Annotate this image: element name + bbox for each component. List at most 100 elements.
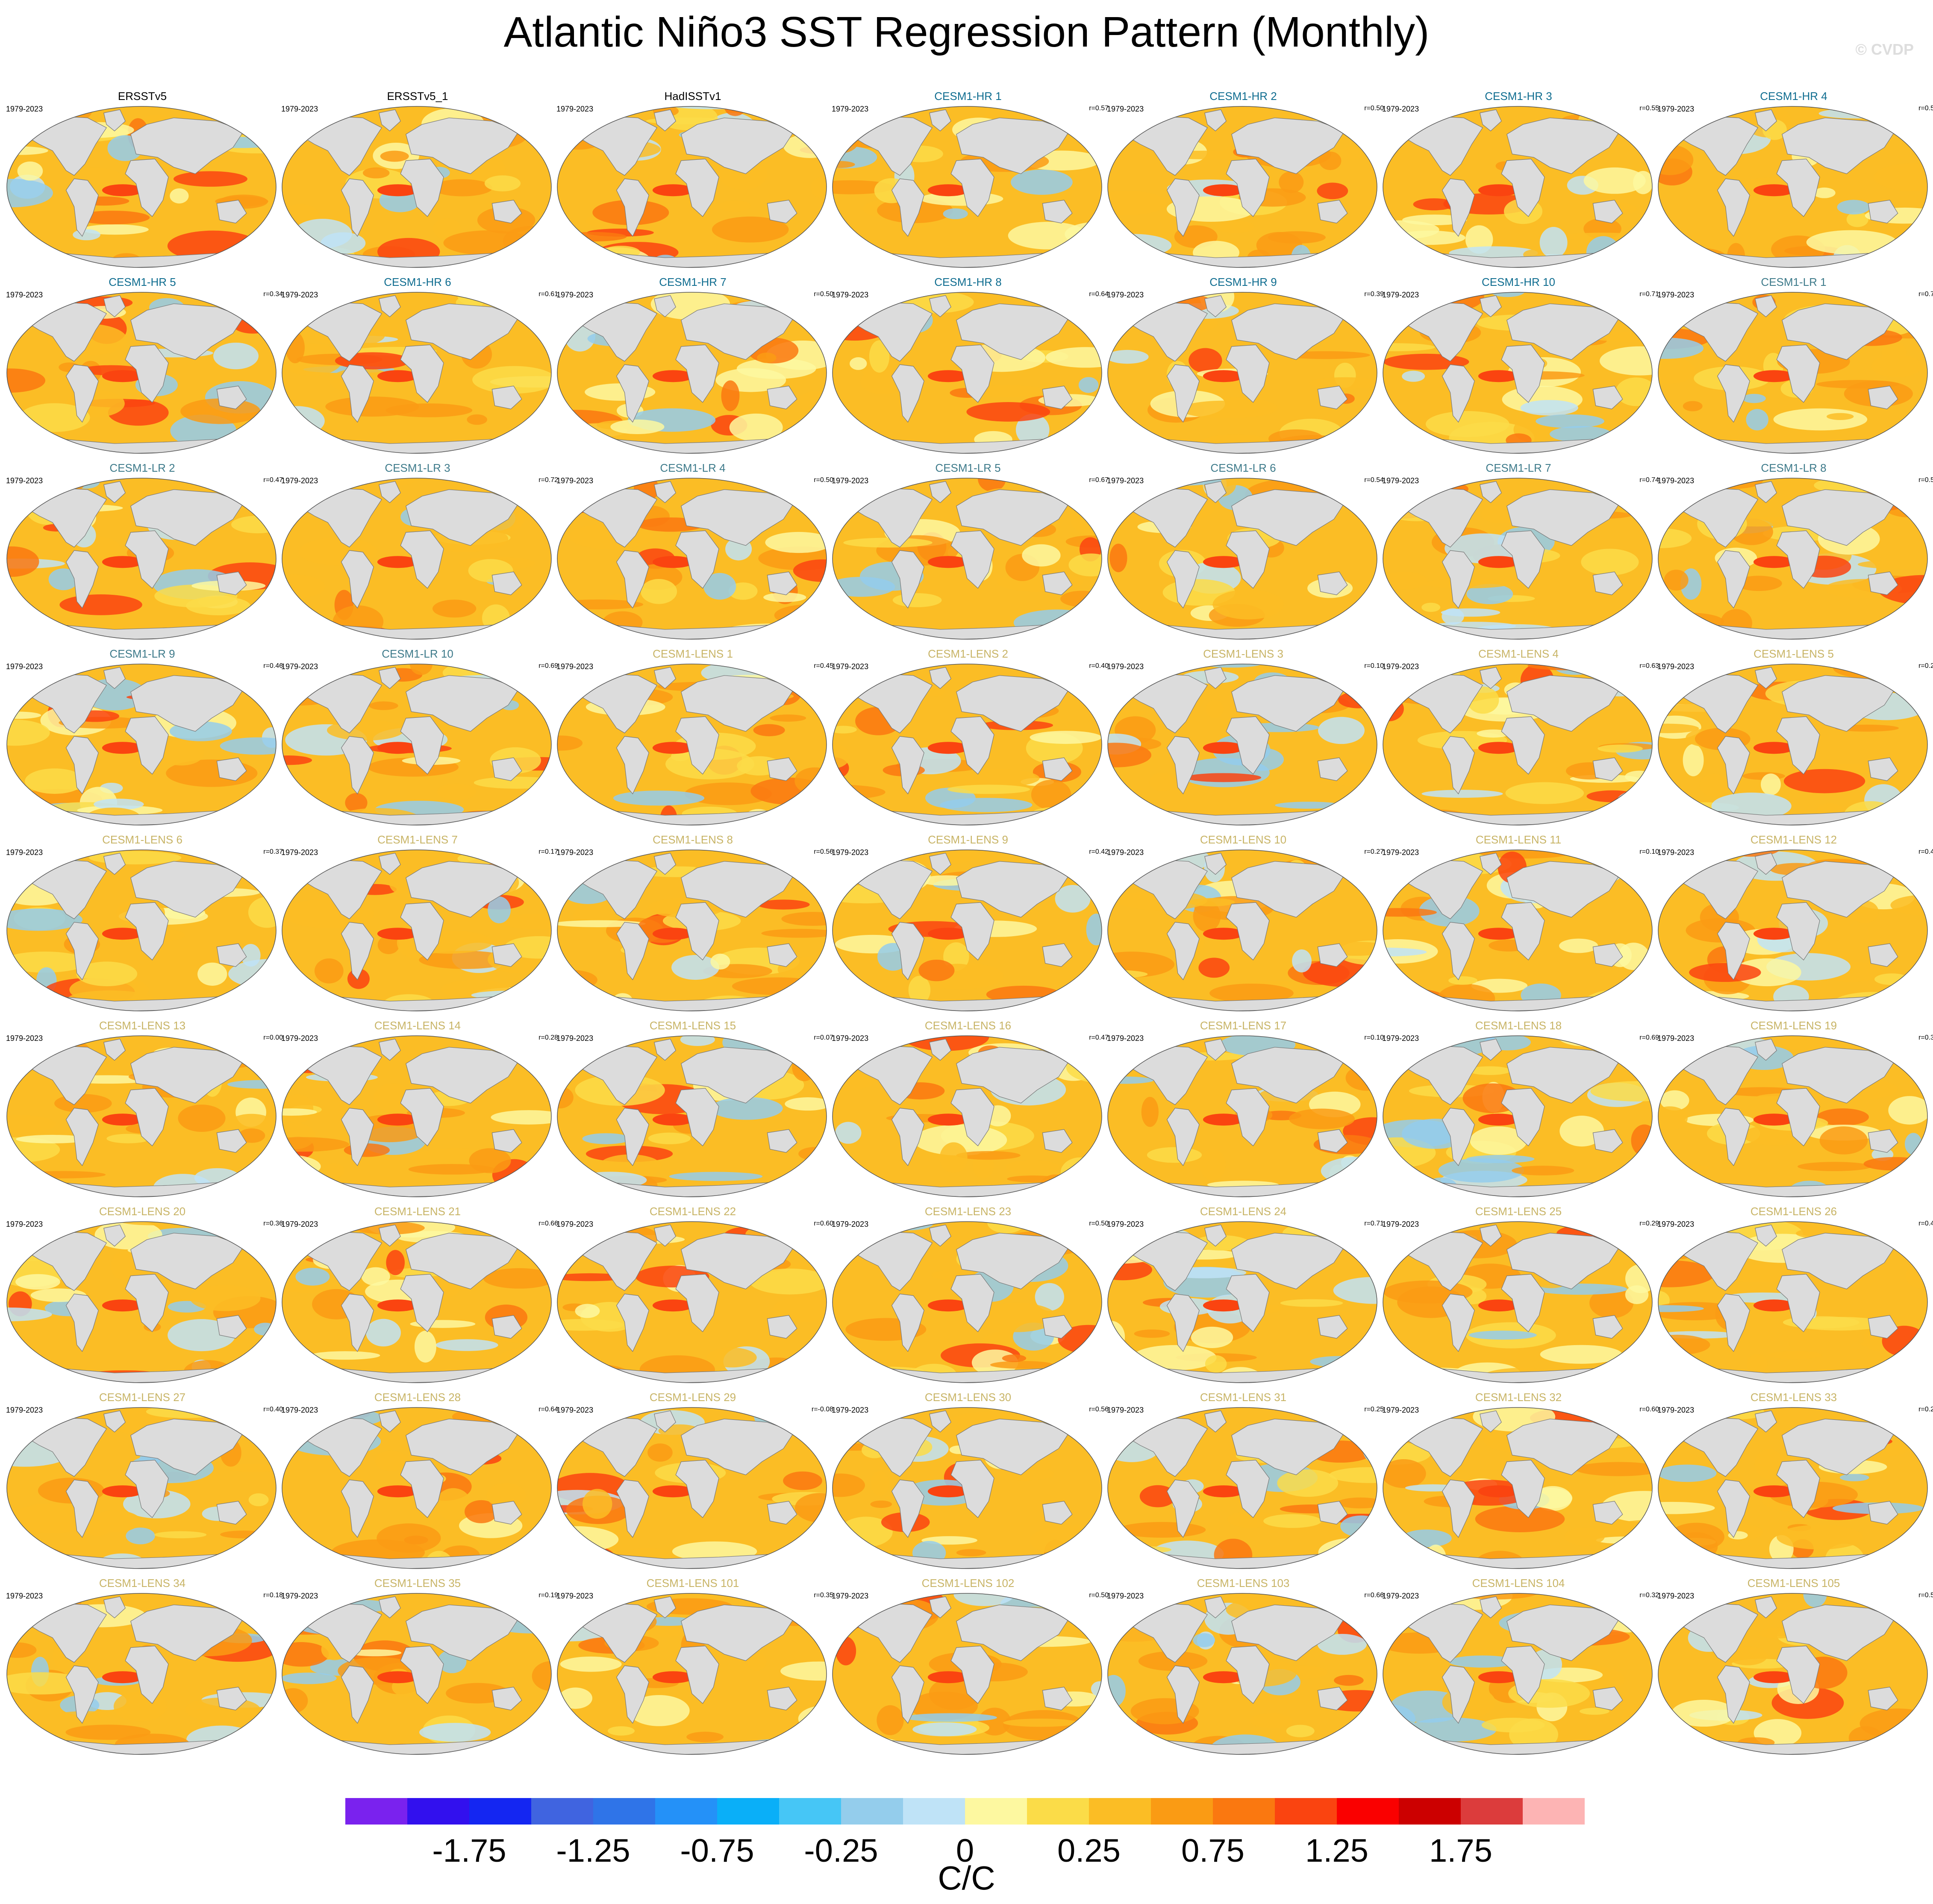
anomaly-contour: [197, 962, 227, 986]
anomaly-contour: [1896, 1732, 1923, 1743]
sst-regression-map: [1383, 292, 1653, 454]
land-mass: [1501, 1460, 1545, 1518]
panel-title: CESM1-LENS 10: [1200, 833, 1287, 846]
panel-period: 1979-2023: [1657, 291, 1695, 299]
map-panel: CESM1-LENS 4 1979-2023 r=0.63: [1381, 645, 1659, 829]
land-mass: [654, 667, 676, 689]
land-mass: [929, 852, 951, 875]
colorbar-swatch: [469, 1798, 531, 1825]
map-panel: CESM1-LR 6 1979-2023 r=0.54: [1106, 459, 1384, 643]
anomaly-contour: [718, 200, 751, 212]
anomaly-contour: [375, 1450, 408, 1471]
panel-period: 1979-2023: [556, 1592, 594, 1600]
land-mass: [25, 1045, 107, 1105]
land-mass: [491, 200, 522, 223]
sst-regression-map: [1383, 1593, 1653, 1755]
anomaly-contour: [432, 179, 493, 197]
land-mass: [1868, 1687, 1898, 1710]
panel-correlation: r=0.63: [1639, 662, 1659, 670]
anomaly-contour: [467, 414, 487, 425]
panel-period: 1979-2023: [1107, 1592, 1144, 1600]
anomaly-contour: [559, 232, 627, 242]
land-mass: [1166, 1108, 1200, 1166]
anomaly-contour: [1658, 1501, 1715, 1514]
anomaly-contour: [1505, 782, 1584, 804]
anomaly-contour: [573, 906, 612, 925]
panel-title: CESM1-LENS 9: [928, 833, 1008, 846]
land-mass: [1442, 364, 1475, 423]
panel-period: 1979-2023: [832, 291, 869, 299]
panel-correlation: r=0.40: [1089, 662, 1109, 670]
land-mass: [675, 530, 719, 589]
anomaly-contour: [1592, 620, 1647, 632]
map-panel: CESM1-LENS 8 1979-2023 r=0.56: [556, 831, 833, 1015]
land-mass: [1501, 159, 1545, 217]
land-mass: [956, 1419, 1070, 1475]
land-mass: [1317, 385, 1348, 409]
anomaly-contour: [7, 952, 88, 973]
land-mass: [1226, 1274, 1270, 1332]
map-border: [6, 664, 277, 826]
anomaly-contour: [1109, 544, 1127, 573]
anomaly-contour: [1108, 617, 1164, 639]
map-border: [1107, 664, 1377, 826]
land-mass: [379, 1038, 401, 1061]
panel-title: CESM1-LENS 21: [374, 1205, 461, 1218]
map-border: [1658, 1221, 1928, 1383]
map-panel: CESM1-LENS 3 1979-2023 r=0.10: [1106, 645, 1384, 829]
land-mass: [1501, 902, 1545, 961]
anomaly-contour: [582, 1133, 630, 1144]
land-mass: [616, 364, 649, 423]
land-mass: [1442, 550, 1475, 609]
panel-correlation: r=0.07: [814, 1034, 833, 1041]
atlantic-nino3-warm-anomaly: [1753, 1114, 1795, 1126]
anomaly-contour: [918, 959, 955, 981]
land-mass: [1317, 571, 1348, 595]
atlantic-nino3-warm-anomaly: [377, 1299, 418, 1312]
anomaly-contour: [1333, 1277, 1377, 1304]
map-panel: CESM1-LENS 2 1979-2023 r=0.40: [831, 645, 1109, 829]
land-mass: [216, 1501, 247, 1525]
anomaly-contour: [736, 358, 816, 379]
map-panel: CESM1-LENS 15 1979-2023 r=0.07: [556, 1017, 833, 1201]
map-border: [282, 1407, 552, 1569]
atlantic-nino3-warm-anomaly: [652, 742, 694, 754]
anomaly-contour: [1658, 723, 1699, 733]
anomaly-contour: [1414, 1222, 1453, 1230]
map-panel: CESM1-LR 5 1979-2023 r=0.67: [831, 459, 1109, 643]
land-mass: [65, 1293, 99, 1352]
anomaly-contour: [1108, 850, 1118, 861]
land-mass: [851, 673, 933, 734]
land-mass: [25, 673, 107, 734]
sst-regression-map: [282, 1407, 552, 1569]
anomaly-contour: [1108, 106, 1142, 130]
anomaly-contour: [366, 1319, 401, 1347]
map-border: [6, 1221, 277, 1383]
anomaly-contour: [1310, 1407, 1345, 1419]
land-mass: [681, 489, 795, 546]
land-mass: [1776, 344, 1820, 403]
anomaly-contour: [559, 1407, 588, 1431]
land-mass: [576, 116, 657, 176]
anomaly-contour: [91, 1510, 141, 1532]
anomaly-contour: [1742, 394, 1766, 403]
anomaly-contour: [1601, 1371, 1622, 1383]
land-mass: [950, 1460, 994, 1518]
atlantic-nino3-warm-anomaly: [377, 1485, 418, 1498]
land-mass: [654, 1224, 676, 1247]
atlantic-nino3-warm-anomaly: [927, 370, 969, 382]
anomaly-contour: [1115, 678, 1144, 694]
anomaly-contour: [1108, 1675, 1126, 1707]
land-mass: [1166, 922, 1200, 981]
anomaly-contour: [1139, 1485, 1176, 1507]
anomaly-contour: [1383, 343, 1435, 352]
panel-correlation: r=0.50: [1364, 105, 1384, 112]
anomaly-contour: [843, 538, 933, 548]
land-mass: [65, 736, 99, 795]
sst-regression-map: [6, 1221, 277, 1383]
land-mass: [1204, 1410, 1227, 1433]
anomaly-contour: [1489, 292, 1526, 297]
panel-correlation: r=0.10: [1364, 1034, 1384, 1041]
anomaly-contour: [1907, 1613, 1927, 1624]
anomaly-contour: [1658, 292, 1677, 302]
